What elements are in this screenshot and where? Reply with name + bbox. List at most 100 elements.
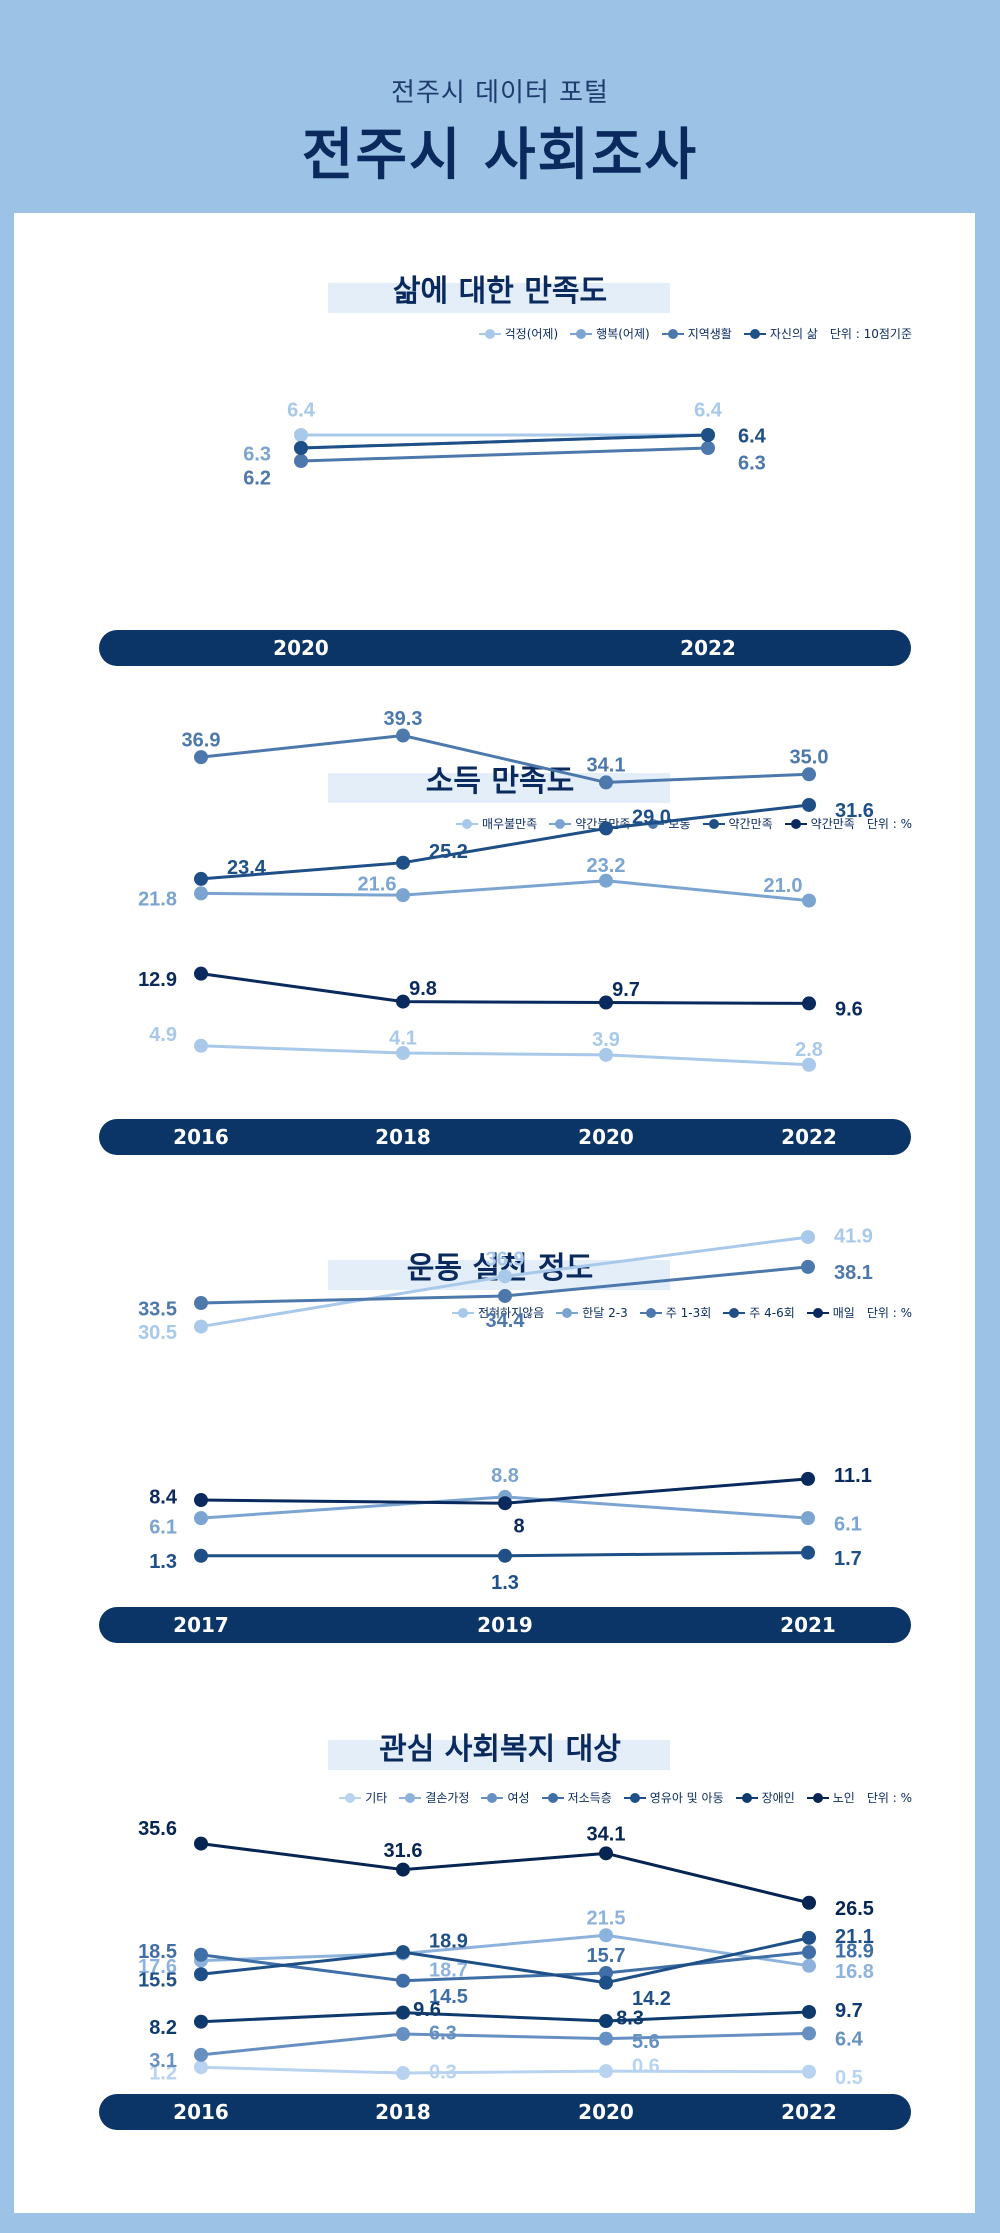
x-tick-label: 2020 [578,1125,634,1149]
legend-label: 약간만족 [810,817,855,831]
data-point [802,1958,816,1973]
data-point [194,886,208,901]
data-label: 6.1 [834,1513,862,1535]
data-point [396,1945,410,1960]
data-point [599,1047,613,1062]
x-axis-bar: 2016 2018 2020 2022 [99,2094,911,2130]
data-label: 18.9 [835,1940,874,1962]
data-label: 6.3 [429,2022,457,2044]
data-label: 25.2 [429,841,468,863]
series-line [300,433,709,450]
legend-marker-icon [723,1307,746,1318]
series-line [200,733,810,784]
data-label: 11.1 [834,1465,872,1487]
legend-label: 한달 2-3 [582,1306,628,1320]
x-tick-label: 2018 [375,2100,431,2124]
data-label: 21.1 [835,1926,874,1948]
data-label: 0.6 [632,2055,660,2077]
page-header: 전주시 데이터 포털 전주시 사회조사 [0,0,1000,210]
x-axis-bar: 2016 2018 2020 2022 [99,1119,911,1155]
data-point [194,1296,208,1311]
x-tick-label: 2022 [680,636,736,660]
legend-marker-icon [452,1307,474,1318]
data-label: 6.4 [738,425,767,447]
data-point [599,1965,613,1980]
legend-item: 한달 2-3 [556,1304,628,1321]
legend-marker-icon [661,328,684,339]
legend-label: 매우불만족 [482,817,538,831]
legend-label: 기타 [365,1791,388,1805]
x-tick-label: 2018 [375,1125,431,1149]
x-tick-label: 2022 [781,2100,837,2124]
data-label: 15.5 [138,1970,177,1992]
data-point [802,1895,816,1910]
data-point [294,428,308,442]
legend-item: 약간만족 [702,815,773,832]
chart-title: 관심 사회복지 대상 [379,1732,621,1767]
data-label: 31.6 [384,1840,423,1862]
data-point [801,1230,815,1245]
data-label: 15.7 [587,1945,626,1967]
data-point [294,454,308,468]
data-label: 34.4 [486,1310,526,1332]
data-label: 30.5 [138,1322,177,1344]
legend-label: 장애인 [761,1791,795,1805]
legend-item: 행복(어제) [570,325,650,342]
legend-marker-icon [806,1792,829,1803]
legend-label: 영유아 및 아동 [649,1791,724,1805]
data-point [801,1471,815,1486]
legend-item: 여성 [481,1789,530,1806]
legend-label: 저소득층 [567,1791,612,1805]
data-label: 41.9 [834,1225,873,1247]
unit-label: 단위 : % [866,817,912,831]
data-label: 17.6 [138,1956,177,1978]
data-point [801,1545,815,1560]
data-label: 23.4 [227,857,267,879]
series-line [200,2031,810,2057]
data-label: 12.9 [138,969,177,991]
data-label: 9.8 [409,978,437,1000]
data-point [599,873,613,888]
legend-marker-icon [478,328,501,339]
data-point [194,1548,208,1563]
data-point [802,996,816,1011]
data-point [194,1038,208,1053]
data-label: 36.9 [182,729,221,751]
legend-marker-icon [806,1307,829,1318]
legend-label: 여성 [507,1791,530,1805]
legend-label: 지역생활 [687,327,732,341]
data-label: 31.6 [835,800,874,822]
data-point [396,2005,410,2020]
legend-label: 행복(어제) [596,327,650,341]
data-point [194,1836,208,1851]
data-label: 3.1 [149,2050,177,2072]
data-point [599,995,613,1010]
x-tick-label: 2020 [273,636,329,660]
data-label: 21.5 [587,1908,626,1930]
legend-marker-icon [702,818,725,829]
data-point [396,2066,410,2081]
data-label: 6.4 [835,2029,864,2051]
data-label: 21.8 [138,889,177,911]
data-point [194,1967,208,1982]
data-label: 39.3 [384,708,423,730]
chart-legend: 걱정(어제) 행복(어제) 지역생활 자신의 삶 단위 : 10점기준 [478,325,912,342]
data-label: 38.1 [834,1262,873,1284]
data-point [396,855,410,870]
data-point [802,1057,816,1072]
data-label: 18.9 [429,1930,468,1952]
data-point [599,821,613,836]
series-line [200,879,810,903]
series-line [200,803,810,881]
data-label: 18.7 [429,1960,468,1982]
data-label: 9.6 [413,1999,441,2021]
legend-marker-icon [623,1792,646,1803]
chart-legend: 기타 결손가정 여성 저소득층 영유아 및 아동 장애인 노인 단위 : % [339,1789,912,1806]
data-label: 8 [513,1515,524,1537]
series-line [200,2065,810,2075]
data-point [194,2060,208,2075]
unit-label: 단위 : % [866,1791,912,1805]
data-point [194,1319,208,1334]
data-point [802,767,816,782]
